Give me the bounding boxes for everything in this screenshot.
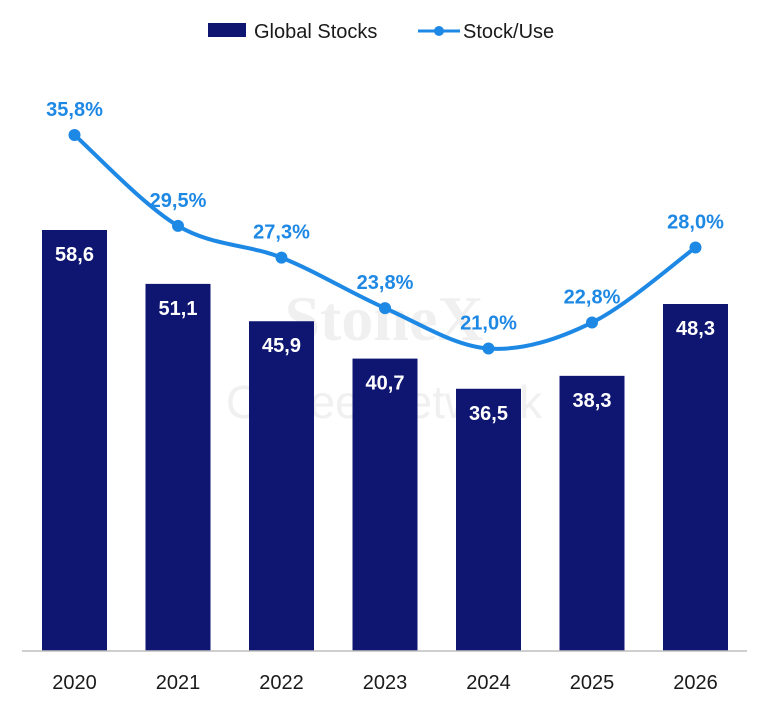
x-tick-label: 2021	[156, 672, 201, 694]
bar-2023	[352, 358, 418, 651]
bar-2026	[663, 303, 728, 651]
stock-use-point-2025	[586, 316, 598, 329]
stock-use-point-2026	[689, 241, 702, 254]
bar-2024	[456, 388, 521, 651]
bar-2021	[145, 283, 211, 651]
stock-use-value-label: 35,8%	[46, 99, 103, 121]
x-tick-label: 2023	[363, 672, 408, 694]
legend-bar-label: Global Stocks	[254, 21, 377, 43]
stock-use-point-2024	[482, 342, 495, 355]
bar-value-label: 48,3	[676, 318, 715, 340]
bar-value-label: 36,5	[469, 403, 508, 425]
bar-value-label: 38,3	[573, 390, 612, 412]
x-tick-label: 2022	[259, 672, 304, 694]
bar-value-label: 58,6	[55, 244, 94, 266]
line-layer: 35,8% 29,5% 27,3% 23,8% 21,0% 22,8% 28,0%	[46, 99, 724, 355]
stock-use-point-2022	[275, 251, 288, 264]
stock-use-point-2023	[379, 302, 391, 315]
x-tick-label: 2024	[466, 672, 511, 694]
x-tick-label: 2020	[52, 672, 97, 694]
stock-use-value-label: 27,3%	[253, 222, 310, 244]
stock-use-value-label: 29,5%	[150, 190, 207, 212]
bar-value-label: 40,7	[366, 373, 405, 395]
stock-use-value-label: 23,8%	[357, 272, 414, 294]
watermark-line-1: StoneX	[284, 283, 483, 354]
legend-bar-swatch	[208, 23, 246, 37]
stock-use-value-label: 21,0%	[460, 313, 517, 335]
bar-2022	[249, 321, 314, 651]
stock-use-point-2021	[172, 219, 184, 232]
bar-value-label: 51,1	[159, 298, 198, 320]
legend-line-label: Stock/Use	[463, 21, 554, 43]
legend: Global Stocks Stock/Use	[208, 21, 554, 43]
stock-use-value-label: 22,8%	[564, 287, 621, 309]
x-tick-label: 2025	[570, 672, 615, 694]
bar-2020	[42, 230, 107, 651]
bars-layer: 58,6 51,1 45,9 40,7 36,5 38,3 48,3	[42, 230, 728, 651]
x-tick-label: 2026	[673, 672, 718, 694]
x-axis-ticks: 2020 2021 2022 2023 2024 2025 2026	[52, 672, 718, 694]
legend-line-marker	[434, 26, 444, 36]
stock-use-point-2020	[68, 129, 81, 141]
stock-use-value-label: 28,0%	[667, 212, 724, 234]
bar-value-label: 45,9	[262, 335, 301, 357]
bar-2025	[559, 375, 625, 651]
